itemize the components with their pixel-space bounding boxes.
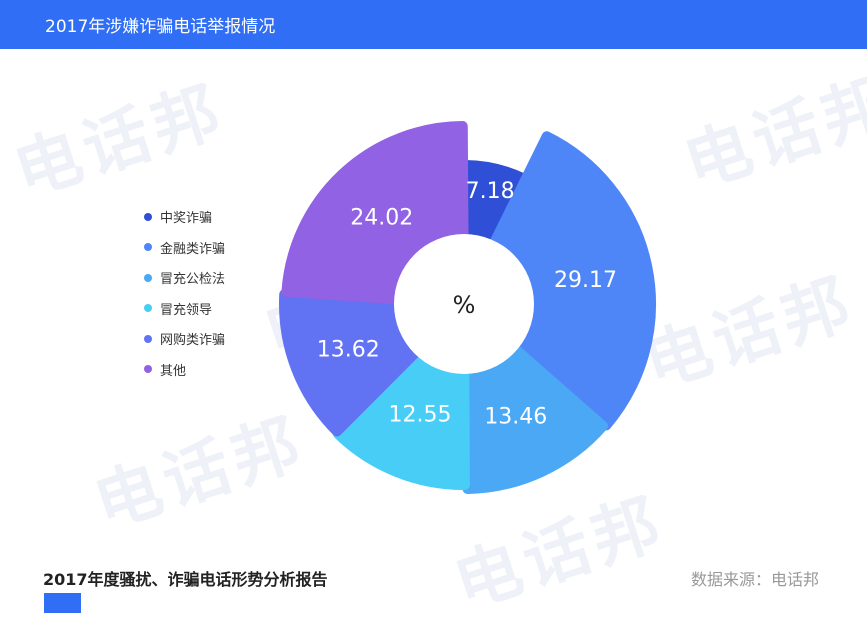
donut-center [394,234,534,374]
legend-swatch [144,212,152,221]
legend-item: 冒充公检法 [144,268,225,288]
legend-swatch [144,334,152,343]
center-label: % [453,291,476,319]
slice-value-label: 13.62 [317,337,380,362]
header-bar: 2017年涉嫌诈骗电话举报情况 [0,0,867,49]
report-title: 2017年度骚扰、诈骗电话形势分析报告 [43,570,328,589]
legend-item: 金融类诈骗 [144,238,225,258]
legend-swatch [144,243,152,252]
page-title: 2017年涉嫌诈骗电话举报情况 [45,17,276,37]
slice-value-label: 12.55 [388,402,451,427]
legend-item: 冒充领导 [144,299,225,319]
legend-item: 网购类诈骗 [144,329,225,349]
rose-donut-chart: % 7.18 29.17 13.46 12.55 13.62 24.02 [279,121,656,494]
legend-label: 中奖诈骗 [160,211,213,227]
footer-accent-bar [44,593,81,613]
chart-legend: 中奖诈骗金融类诈骗冒充公检法冒充领导网购类诈骗其他 [144,207,225,379]
legend-swatch [144,365,152,374]
legend-swatch [144,304,152,313]
legend-label: 冒充领导 [160,302,213,318]
legend-swatch [144,273,152,282]
legend-item: 其他 [144,360,225,380]
data-source: 数据来源：电话邦 [690,570,819,589]
slice-value-label: 24.02 [350,206,413,231]
slice-value-label: 7.18 [466,179,515,204]
legend-label: 冒充公检法 [160,272,226,288]
legend-item: 中奖诈骗 [144,207,225,227]
slice-value-label: 29.17 [554,268,617,293]
legend-label: 网购类诈骗 [160,333,226,349]
legend-label: 其他 [160,363,187,379]
slice-value-label: 13.46 [484,405,547,430]
legend-label: 金融类诈骗 [160,241,226,257]
